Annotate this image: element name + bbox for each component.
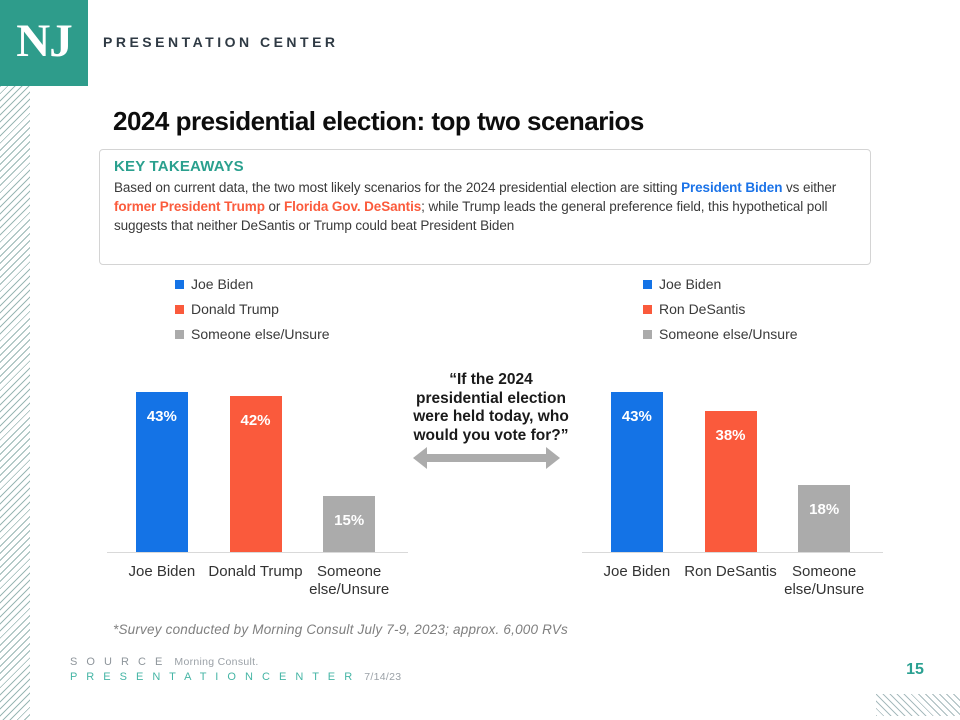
key-takeaways-segment: ; while Trump leads the general preferen… (114, 199, 828, 233)
arrow-right-head (546, 447, 560, 469)
nj-logo-text: NJ (16, 15, 72, 67)
bar-ron-desantis: 38% (704, 411, 757, 552)
page-title: 2024 presidential election: top two scen… (113, 106, 644, 136)
key-takeaways-segment: vs either (782, 180, 837, 195)
double-arrow-icon (413, 447, 560, 469)
legend-item-donald-trump: Donald Trump (175, 301, 395, 317)
key-takeaways-text: Based on current data, the two most like… (114, 178, 856, 235)
category-label-joe-biden: Joe Biden (603, 563, 671, 580)
bar-donald-trump: 42% (229, 396, 282, 552)
category-label-ron-desantis: Ron DeSantis (684, 563, 777, 580)
bar-value-label: 42% (240, 412, 271, 429)
x-axis-line (107, 552, 408, 553)
key-takeaways-segment: President Biden (681, 180, 783, 195)
bar-joe-biden: 43% (610, 392, 663, 552)
category-label-someone-else-unsure: Someone else/Unsure (309, 563, 390, 598)
chart-legend-right: Joe Biden Ron DeSantis Someone else/Unsure (643, 276, 863, 352)
bar-chart-biden-vs-trump: 43% Joe Biden 42% Donald Trump 15% Someone el… (107, 383, 408, 598)
legend-label: Ron DeSantis (659, 301, 746, 317)
legend-swatch-icon (175, 304, 184, 314)
bar-value-label: 43% (146, 408, 177, 425)
legend-item-someone-else-unsure: Someone else/Unsure (175, 326, 395, 342)
legend-label: Donald Trump (191, 301, 279, 317)
x-axis-line (582, 552, 883, 553)
key-takeaways-segment: Based on current data, the two most like… (114, 180, 682, 195)
key-takeaways-segment: or (264, 199, 284, 214)
bar-someone-else-unsure: 18% (798, 485, 851, 552)
bar-someone-else-unsure: 15% (323, 496, 376, 552)
legend-label: Joe Biden (191, 276, 254, 292)
category-label-someone-else-unsure: Someone else/Unsure (784, 563, 865, 598)
nj-logo: NJ (0, 0, 88, 86)
legend-swatch-icon (643, 279, 652, 289)
legend-item-joe-biden: Joe Biden (643, 276, 863, 292)
page-number: 15 (906, 661, 924, 678)
legend-item-someone-else-unsure: Someone else/Unsure (643, 326, 863, 342)
source-label: S O U R C E (70, 656, 166, 668)
footer-date: 7/14/23 (364, 671, 402, 683)
key-takeaways-segment: former President Trump (114, 199, 265, 214)
brand-wordmark: PRESENTATION CENTER (103, 34, 339, 50)
legend-swatch-icon (175, 279, 184, 289)
chart-legend-left: Joe Biden Donald Trump Someone else/Unsure (175, 276, 395, 352)
legend-label: Someone else/Unsure (191, 326, 330, 342)
legend-swatch-icon (175, 329, 184, 339)
footer-source-line: S O U R C E Morning Consult. (70, 656, 259, 668)
legend-item-ron-desantis: Ron DeSantis (643, 301, 863, 317)
legend-swatch-icon (643, 329, 652, 339)
footer-brand-line: P R E S E N T A T I O N C E N T E R 7/14… (70, 671, 401, 683)
bar-value-label: 43% (621, 408, 652, 425)
key-takeaways-segment: Florida Gov. DeSantis (283, 199, 422, 214)
survey-footnote: *Survey conducted by Morning Consult Jul… (113, 622, 569, 637)
category-label-donald-trump: Donald Trump (208, 563, 303, 580)
left-hatch-decoration (0, 86, 30, 720)
bar-chart-biden-vs-desantis: 43% Joe Biden 38% Ron DeSantis 18% Someone el… (582, 383, 883, 598)
legend-label: Someone else/Unsure (659, 326, 798, 342)
bar-value-label: 15% (334, 512, 365, 529)
category-label-joe-biden: Joe Biden (128, 563, 196, 580)
arrow-shaft (425, 454, 548, 462)
legend-label: Joe Biden (659, 276, 722, 292)
key-takeaways-heading: KEY TAKEAWAYS (114, 158, 244, 175)
footer-brand: P R E S E N T A T I O N C E N T E R (70, 671, 356, 683)
survey-question: “If the 2024 presidential election were … (413, 371, 569, 444)
bar-value-label: 18% (809, 501, 840, 518)
arrow-left-head (413, 447, 427, 469)
legend-item-joe-biden: Joe Biden (175, 276, 395, 292)
bottom-right-hatch-decoration (876, 694, 960, 716)
key-takeaways-box: KEY TAKEAWAYS Based on current data, the… (99, 149, 871, 265)
bar-value-label: 38% (715, 427, 746, 444)
source-value: Morning Consult. (174, 656, 259, 668)
bar-joe-biden: 43% (135, 392, 188, 552)
legend-swatch-icon (643, 304, 652, 314)
